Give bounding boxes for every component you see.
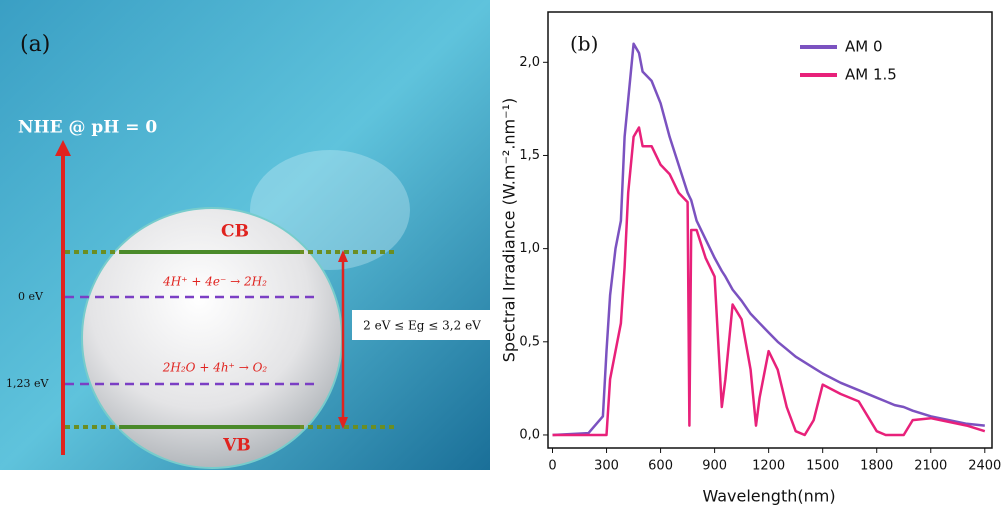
vb-label: VB [222, 436, 251, 456]
arrow-head [338, 417, 348, 429]
panel-b: (b) Wavelength(nm) Spectral Irradiance (… [500, 11, 1001, 506]
legend-label: AM 0 [845, 38, 883, 56]
x-tick-label: 0 [548, 459, 556, 474]
y-tick-label: 1,5 [519, 148, 540, 163]
x-tick-label: 1200 [752, 459, 785, 474]
legend-label: AM 1.5 [845, 66, 897, 84]
y-tick-label: 1,0 [519, 241, 540, 256]
panel-label: (a) [20, 32, 50, 57]
x-tick-label: 600 [648, 459, 673, 474]
plot-frame [547, 11, 993, 449]
y-tick-label: 0,5 [519, 334, 540, 349]
series-line [552, 42, 985, 437]
panel-a: (a) NHE @ pH = 0 CB VB 0 eV 1,23 eV 4H⁺ … [0, 0, 492, 470]
y-axis-title: Spectral Irradiance (W.m⁻².nm⁻¹) [500, 98, 519, 362]
level-label: 0 eV [18, 290, 44, 303]
x-tick-label: 2400 [968, 459, 1001, 474]
x-tick-label: 1800 [860, 459, 893, 474]
series-line [552, 126, 986, 437]
y-tick-label: 0,0 [519, 427, 540, 442]
gap-box [352, 310, 492, 340]
level-label: 1,23 eV [6, 377, 49, 390]
y-tick-label: 2,0 [519, 55, 540, 70]
arrow-head [338, 250, 348, 262]
x-tick-label: 1500 [806, 459, 839, 474]
reaction: 4H⁺ + 4e⁻ → 2H₂ [162, 275, 267, 289]
arrow-head [55, 140, 71, 156]
x-tick-label: 900 [702, 459, 727, 474]
cb-label: CB [221, 222, 249, 242]
reaction: 2H₂O + 4h⁺ → O₂ [162, 361, 268, 375]
x-axis-title: Wavelength(nm) [702, 487, 835, 506]
axis-label: NHE @ pH = 0 [18, 118, 157, 138]
x-tick-label: 2100 [914, 459, 947, 474]
band-gap: 2 eV ≤ Eg ≤ 3,2 eV [363, 319, 481, 333]
panel-label: (b) [570, 32, 598, 56]
x-tick-label: 300 [594, 459, 619, 474]
